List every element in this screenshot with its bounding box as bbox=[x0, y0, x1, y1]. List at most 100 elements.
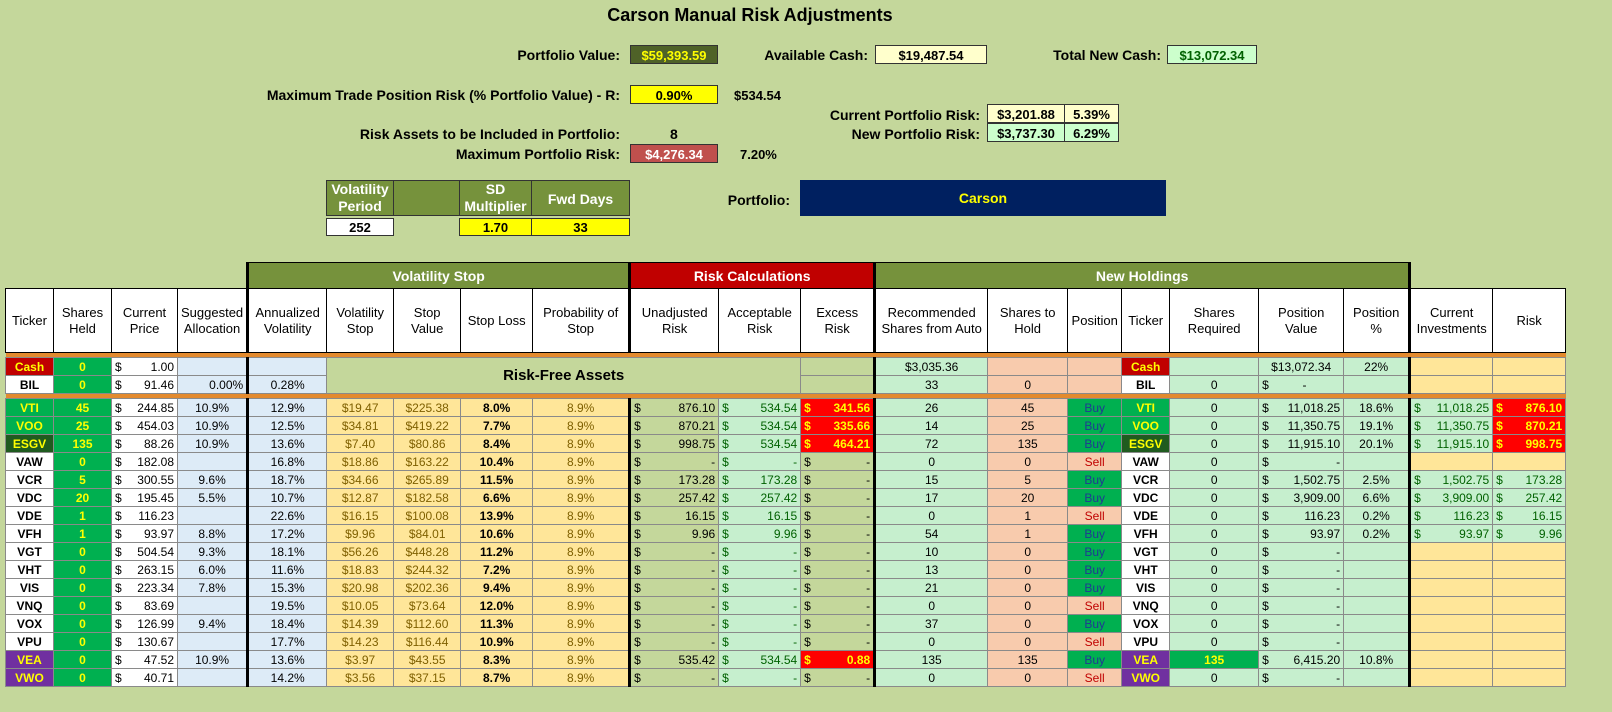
shares-held-cell[interactable]: 5 bbox=[53, 470, 112, 489]
position-pct-cell bbox=[1343, 668, 1412, 687]
unadjusted-risk-cell: - bbox=[711, 670, 716, 685]
ticker2-cell: VDC bbox=[1121, 488, 1171, 507]
shares-held-cell[interactable]: 0 bbox=[53, 452, 112, 471]
stop-value-cell: $448.28 bbox=[393, 542, 462, 561]
shares-held-cell[interactable]: 1 bbox=[53, 506, 112, 525]
ticker-cell: VHT bbox=[5, 560, 54, 579]
header-cell: Recommended Shares from Auto bbox=[873, 288, 989, 353]
shares-held-cell[interactable]: 1 bbox=[53, 524, 112, 543]
risk-table: Volatility Stop Risk Calculations New Ho… bbox=[5, 262, 1567, 687]
volatility-cell: 10.7% bbox=[246, 488, 328, 507]
shares-held-cell[interactable]: 45 bbox=[53, 398, 112, 417]
position-cell: Sell bbox=[1067, 668, 1123, 687]
header-cell: Ticker bbox=[5, 288, 54, 353]
unadjusted-risk-cell: 998.75 bbox=[678, 436, 716, 451]
table-row: VDE 1 $116.23 22.6% $16.15 $100.08 13.9% 8.9% $1… bbox=[5, 506, 1567, 525]
table-row: VEA 0 $47.52 10.9% 13.6% $3.97 $43.55 8.3% 8.9% $… bbox=[5, 650, 1567, 669]
shares-required-cell: 0 bbox=[1169, 375, 1260, 394]
volatility-cell: 22.6% bbox=[246, 506, 328, 525]
max-trade-risk-label: Maximum Trade Position Risk (% Portfolio… bbox=[266, 87, 620, 103]
shares-held-cell[interactable]: 0 bbox=[53, 668, 112, 687]
excess-risk-cell: 464.21 bbox=[833, 436, 871, 451]
header-cell: Position % bbox=[1343, 288, 1412, 353]
table-row: VWO 0 $40.71 14.2% $3.56 $37.15 8.7% 8.9% $ - $ - $ -… bbox=[5, 668, 1567, 687]
position-value-cell: 116.23 bbox=[1304, 508, 1341, 523]
volatility-cell: 0.28% bbox=[246, 375, 328, 394]
position-pct-cell: 20.1% bbox=[1343, 434, 1412, 453]
total-new-cash: $13,072.34 bbox=[1167, 45, 1257, 64]
shares-held-cell[interactable]: 0 bbox=[53, 596, 112, 615]
price-cell: 47.52 bbox=[143, 652, 174, 667]
stop-value-cell: $112.60 bbox=[393, 614, 462, 633]
max-portfolio-risk-amt: $4,276.34 bbox=[630, 144, 718, 163]
volatility-cell: 12.5% bbox=[246, 416, 328, 435]
shares-held-cell[interactable]: 0 bbox=[53, 542, 112, 561]
header-cell: Shares Held bbox=[53, 288, 112, 353]
header-cell: Volatility Stop bbox=[326, 288, 395, 353]
allocation-cell: 5.5% bbox=[176, 488, 249, 507]
probability-cell: 8.9% bbox=[532, 632, 631, 651]
excess-risk-cell: - bbox=[866, 616, 871, 631]
shares-required-cell: 0 bbox=[1169, 416, 1260, 435]
position-pct-cell: 22% bbox=[1343, 357, 1412, 376]
shares-held-cell[interactable]: 135 bbox=[53, 434, 112, 453]
volatility-stop-cell: $18.86 bbox=[326, 452, 395, 471]
fwd-days[interactable]: 33 bbox=[531, 218, 630, 236]
position-value-cell: 1,502.75 bbox=[1293, 472, 1341, 487]
shares-to-hold-cell: 1 bbox=[987, 524, 1069, 543]
recommended-cell: 0 bbox=[873, 452, 989, 471]
price-cell: 263.15 bbox=[137, 562, 174, 577]
shares-held-cell[interactable]: 0 bbox=[53, 578, 112, 597]
price-cell: 182.08 bbox=[137, 454, 174, 469]
table-row: VFH 1 $93.97 8.8% 17.2% $9.96 $84.01 10.6% 8.9% $… bbox=[5, 524, 1567, 543]
price-cell: 300.55 bbox=[137, 472, 174, 487]
unadjusted-risk-cell: 173.28 bbox=[678, 472, 716, 487]
ticker-cell: VDC bbox=[5, 488, 54, 507]
acceptable-risk-cell: - bbox=[793, 562, 798, 577]
position-pct-cell bbox=[1343, 542, 1412, 561]
ticker-cell: VWO bbox=[5, 668, 54, 687]
risk-assets-label: Risk Assets to be Included in Portfolio: bbox=[359, 126, 620, 142]
recommended-cell: 0 bbox=[873, 632, 989, 651]
shares-held-cell[interactable]: 0 bbox=[53, 560, 112, 579]
unadjusted-risk-cell: 9.96 bbox=[691, 526, 716, 541]
position-cell: Buy bbox=[1067, 614, 1123, 633]
excess-risk-cell: 335.66 bbox=[833, 418, 871, 433]
recommended-cell: 21 bbox=[873, 578, 989, 597]
price-cell: 93.97 bbox=[143, 526, 174, 541]
ticker-cell: VNQ bbox=[5, 596, 54, 615]
stop-value-cell: $225.38 bbox=[393, 398, 462, 417]
allocation-cell: 7.8% bbox=[176, 578, 249, 597]
unadjusted-risk-cell: - bbox=[711, 544, 716, 559]
vol-period[interactable]: 252 bbox=[326, 218, 394, 236]
vol-period-label: Volatility Period bbox=[326, 180, 394, 216]
shares-held-cell[interactable]: 0 bbox=[53, 375, 112, 394]
shares-required-cell: 0 bbox=[1169, 560, 1260, 579]
header-cell: Position Value bbox=[1258, 288, 1345, 353]
header-cell: Suggested Allocation bbox=[176, 288, 249, 353]
max-trade-risk-amt: $534.54 bbox=[734, 88, 781, 103]
recommended-cell: 0 bbox=[873, 668, 989, 687]
shares-to-hold-cell: 20 bbox=[987, 488, 1069, 507]
risk-cell: 998.75 bbox=[1525, 436, 1563, 451]
shares-held-cell[interactable]: 25 bbox=[53, 416, 112, 435]
unadjusted-risk-cell: 16.15 bbox=[685, 508, 716, 523]
shares-held-cell[interactable]: 0 bbox=[53, 650, 112, 669]
position-pct-cell: 6.6% bbox=[1343, 488, 1412, 507]
ticker-cell: VTI bbox=[5, 398, 54, 417]
max-portfolio-risk-label: Maximum Portfolio Risk: bbox=[455, 146, 620, 162]
sd-mult[interactable]: 1.70 bbox=[459, 218, 532, 236]
recommended-cell: 72 bbox=[873, 434, 989, 453]
volatility-cell: 18.7% bbox=[246, 470, 328, 489]
recommended-cell: 26 bbox=[873, 398, 989, 417]
ticker2-cell: VOX bbox=[1121, 614, 1171, 633]
shares-to-hold-cell: 1 bbox=[987, 506, 1069, 525]
allocation-cell bbox=[176, 632, 249, 651]
shares-held-cell[interactable]: 0 bbox=[53, 357, 112, 376]
portfolio-name[interactable]: Carson bbox=[800, 180, 1166, 216]
allocation-cell: 0.00% bbox=[176, 375, 249, 394]
shares-held-cell[interactable]: 0 bbox=[53, 614, 112, 633]
position-pct-cell bbox=[1343, 560, 1412, 579]
shares-held-cell[interactable]: 0 bbox=[53, 632, 112, 651]
shares-held-cell[interactable]: 20 bbox=[53, 488, 112, 507]
